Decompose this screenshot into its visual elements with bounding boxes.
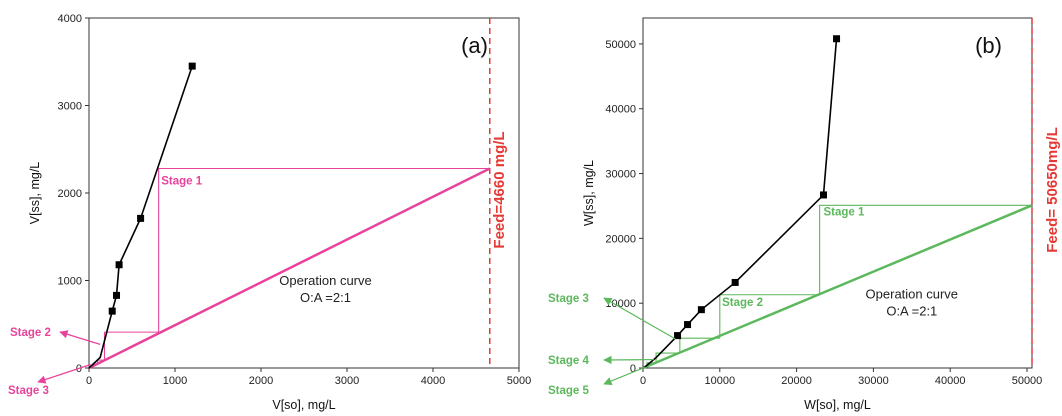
chart-panel-b: 0 10000 20000 30000 40000 50000 0 10000 20000 300… bbox=[548, 17, 1061, 412]
y-axis-label: V[ss], mg/L bbox=[28, 162, 42, 225]
y-tick-label: 0 bbox=[630, 363, 636, 375]
stage-label-3: Stage 3 bbox=[8, 385, 49, 397]
y-tick-label: 1000 bbox=[58, 276, 82, 288]
stage-label-5: Stage 5 bbox=[548, 385, 590, 397]
x-tick-label: 1000 bbox=[163, 375, 187, 387]
y-tick-label: 3000 bbox=[58, 101, 82, 113]
x-tick-label: 50000 bbox=[1012, 375, 1043, 387]
x-tick-label: 40000 bbox=[935, 375, 966, 387]
data-point bbox=[188, 62, 196, 70]
operation-ratio-label: O:A =2:1 bbox=[300, 290, 351, 305]
stage-arrow bbox=[603, 366, 646, 386]
y-tick-label: 2000 bbox=[58, 188, 82, 200]
y-tick-label: 20000 bbox=[605, 233, 636, 245]
plot-frame bbox=[642, 17, 1033, 369]
stage-arrow bbox=[37, 363, 91, 384]
data-point bbox=[115, 261, 123, 269]
data-point bbox=[674, 332, 682, 340]
data-point bbox=[108, 307, 116, 315]
x-axis-label: V[so], mg/L bbox=[272, 398, 335, 412]
chart-panel-a: 01000200030004000500001000200030004000V[… bbox=[8, 13, 531, 412]
x-tick-label: 20000 bbox=[781, 375, 812, 387]
y-tick-label: 30000 bbox=[605, 169, 636, 181]
feed-label: Feed= 50650mg/L bbox=[1044, 127, 1061, 252]
stage-step-2 bbox=[103, 331, 159, 361]
x-tick-label: 5000 bbox=[507, 375, 531, 387]
stage-label-3: Stage 3 bbox=[548, 293, 589, 305]
x-tick-label: 4000 bbox=[421, 375, 445, 387]
data-point bbox=[833, 35, 841, 43]
data-point bbox=[697, 306, 705, 314]
x-tick-label: 2000 bbox=[249, 375, 273, 387]
stage-step-1 bbox=[158, 167, 490, 333]
y-tick-label: 4000 bbox=[58, 13, 82, 25]
x-axis-label: W[so], mg/L bbox=[804, 398, 871, 412]
stage-label-2: Stage 2 bbox=[722, 297, 763, 309]
data-point bbox=[819, 191, 827, 199]
y-axis-label: W[ss], mg/L bbox=[582, 160, 596, 226]
stage-label-1: Stage 1 bbox=[823, 207, 865, 219]
panel-label: (a) bbox=[461, 33, 488, 58]
x-tick-label: 3000 bbox=[335, 375, 359, 387]
operation-line bbox=[642, 204, 1033, 370]
operation-curve-label: Operation curve bbox=[279, 273, 372, 288]
stage-label-4: Stage 4 bbox=[548, 355, 590, 367]
x-tick-label: 10000 bbox=[705, 375, 736, 387]
x-tick-label: 30000 bbox=[858, 375, 889, 387]
stage-step-1 bbox=[819, 204, 1032, 295]
x-tick-label: 0 bbox=[86, 375, 92, 387]
stage-arrow bbox=[603, 297, 676, 340]
y-tick-label: 40000 bbox=[605, 104, 636, 116]
feed-label: Feed=4660 mg/L bbox=[491, 131, 508, 248]
data-point bbox=[137, 214, 145, 222]
x-tick-label: 0 bbox=[640, 375, 646, 387]
data-point bbox=[113, 291, 121, 299]
data-point bbox=[684, 321, 692, 329]
y-tick-label: 10000 bbox=[605, 298, 636, 310]
y-tick-label: 50000 bbox=[605, 39, 636, 51]
data-point bbox=[731, 278, 739, 286]
operation-ratio-label: O:A =2:1 bbox=[886, 303, 937, 318]
operation-line bbox=[88, 167, 491, 370]
stage-label-1: Stage 1 bbox=[161, 175, 203, 187]
stage-label-2: Stage 2 bbox=[10, 327, 51, 339]
operation-curve-label: Operation curve bbox=[866, 286, 959, 301]
plot-frame bbox=[88, 17, 520, 369]
panel-label: (b) bbox=[975, 33, 1002, 58]
stage-step-4 bbox=[655, 352, 680, 363]
equilibrium-curve bbox=[642, 38, 838, 369]
stage-arrow bbox=[59, 330, 101, 345]
